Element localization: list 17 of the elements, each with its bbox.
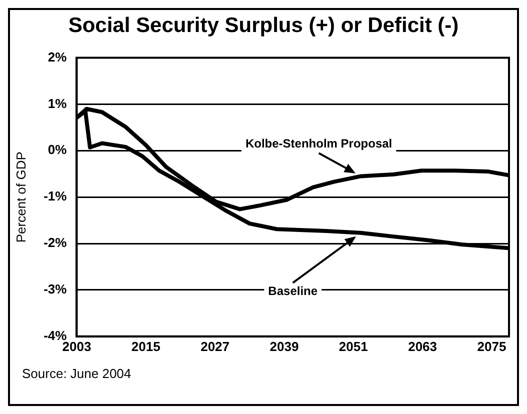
x-tick-label: 2027 bbox=[200, 338, 230, 354]
text: Baseline bbox=[268, 284, 318, 298]
y-tick-label: -1% bbox=[44, 188, 68, 204]
x-tick-label: 2051 bbox=[338, 338, 368, 354]
x-tick-label: 2015 bbox=[131, 338, 160, 354]
y-tick-label: 2% bbox=[48, 49, 68, 64]
x-tick-label: 2063 bbox=[408, 338, 438, 354]
y-tick-label: 0% bbox=[48, 142, 68, 158]
y-tick-label: 1% bbox=[48, 96, 68, 111]
source-note: Source: June 2004 bbox=[21, 366, 132, 381]
x-tick-label: 2075 bbox=[477, 338, 506, 354]
series-label: Kolbe-Stenholm Proposal bbox=[245, 136, 392, 150]
y-axis-title: Percent of GDP bbox=[13, 152, 28, 243]
x-tick-label: 2039 bbox=[270, 338, 299, 354]
y-tick-label: -2% bbox=[44, 235, 68, 250]
y-tick-label: -3% bbox=[44, 282, 68, 297]
chart-title: Social Security Surplus (+) or Deficit (-) bbox=[67, 13, 460, 39]
